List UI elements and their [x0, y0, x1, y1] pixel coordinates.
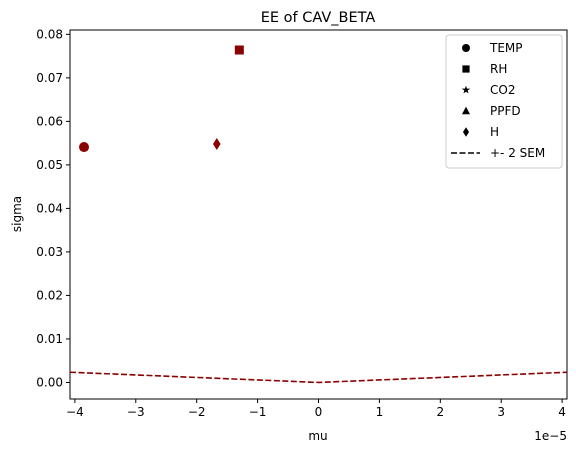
point-temp [79, 142, 90, 153]
legend-item: H [462, 125, 499, 139]
point-h [212, 138, 221, 151]
x-tick-label: 2 [436, 405, 444, 419]
y-tick-label: 0.02 [36, 288, 63, 302]
y-tick-label: 0.05 [36, 158, 63, 172]
x-tick-label: −4 [66, 405, 84, 419]
y-tick-label: 0.07 [36, 71, 63, 85]
y-axis: 0.00 0.01 0.02 0.03 0.04 0.05 0.06 0.07 0.08 [36, 27, 70, 389]
y-tick-label: 0.04 [36, 201, 63, 215]
legend-box [445, 34, 563, 169]
y-tick-label: 0.00 [36, 375, 63, 389]
legend-item: CO2 [461, 83, 515, 97]
chart-title: EE of CAV_BETA [261, 10, 376, 26]
sem-line [69, 371, 568, 384]
y-tick-label: 0.06 [36, 114, 63, 128]
x-tick-label: 4 [558, 405, 566, 419]
point-rh [234, 45, 244, 55]
legend-item: RH [462, 62, 507, 76]
legend-triangle-marker [462, 106, 470, 115]
x-axis-scale-label: 1e−5 [534, 429, 567, 443]
legend-item: +- 2 SEM [451, 146, 545, 160]
x-tick-label: −2 [188, 405, 206, 419]
y-tick-label: 0.01 [36, 332, 63, 346]
legend-star-marker [461, 85, 471, 94]
x-axis: −4 −3 −2 −1 0 1 2 3 4 [66, 399, 566, 419]
legend-square-marker [462, 65, 470, 73]
x-tick-label: 0 [315, 405, 323, 419]
legend-diamond-marker [462, 127, 470, 137]
y-axis-label: sigma [10, 196, 24, 232]
legend-circle-marker [462, 44, 470, 52]
legend-label: TEMP [489, 41, 523, 55]
plot-area [69, 45, 568, 384]
x-axis-label: mu [308, 429, 327, 443]
legend-item: TEMP [462, 41, 523, 55]
legend-label: RH [490, 62, 507, 76]
x-tick-label: −1 [249, 405, 267, 419]
x-tick-label: −3 [127, 405, 145, 419]
legend: TEMP RH CO2 PPFD H +- 2 SEM [445, 34, 563, 169]
legend-label: PPFD [490, 104, 521, 118]
x-tick-label: 1 [376, 405, 384, 419]
x-tick-label: 3 [497, 405, 505, 419]
legend-item: PPFD [462, 104, 521, 118]
legend-label: CO2 [490, 83, 515, 97]
y-tick-label: 0.08 [36, 27, 63, 41]
legend-label: H [490, 125, 499, 139]
y-tick-label: 0.03 [36, 245, 63, 259]
legend-label: +- 2 SEM [490, 146, 545, 160]
